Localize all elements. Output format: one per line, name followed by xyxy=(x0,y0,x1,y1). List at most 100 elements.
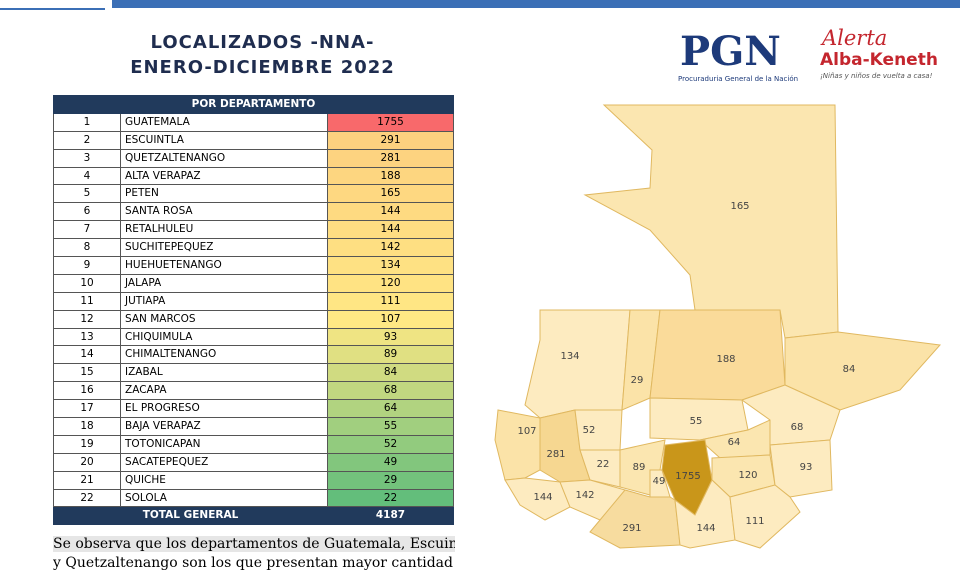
value-cell: 29 xyxy=(327,470,454,490)
rank-cell: 8 xyxy=(53,238,121,258)
department-cell: ALTA VERAPAZ xyxy=(120,166,328,186)
table-row: 6 SANTA ROSA 144 xyxy=(53,202,454,222)
total-label: TOTAL GENERAL xyxy=(53,506,328,526)
department-cell: GUATEMALA xyxy=(120,112,328,132)
table-header: POR DEPARTAMENTO xyxy=(53,95,454,114)
map-label: 281 xyxy=(546,449,565,460)
total-row: TOTAL GENERAL 4187 xyxy=(53,506,454,526)
map-label: 93 xyxy=(800,462,813,473)
value-cell: 144 xyxy=(327,220,454,240)
rank-cell: 9 xyxy=(53,256,121,275)
table-row: 10 JALAPA 120 xyxy=(53,273,454,293)
alerta-logo: Alerta xyxy=(822,26,888,50)
department-cell: IZABAL xyxy=(120,363,328,383)
table-row: 1 GUATEMALA 1755 xyxy=(53,112,454,132)
department-cell: SANTA ROSA xyxy=(120,202,328,222)
department-cell: SACATEPEQUEZ xyxy=(120,452,328,472)
table-row: 16 ZACAPA 68 xyxy=(53,381,454,401)
rank-cell: 5 xyxy=(53,184,121,204)
rank-cell: 14 xyxy=(53,345,121,365)
value-cell: 89 xyxy=(327,345,454,365)
map-label: 52 xyxy=(583,425,596,436)
table-row: 20 SACATEPEQUEZ 49 xyxy=(53,452,454,472)
table-row: 9 HUEHUETENANGO 134 xyxy=(53,256,454,275)
department-cell: ESCUINTLA xyxy=(120,130,328,150)
table-row: 14 CHIMALTENANGO 89 xyxy=(53,345,454,365)
rank-cell: 1 xyxy=(53,112,121,132)
rank-cell: 21 xyxy=(53,470,121,490)
rank-cell: 4 xyxy=(53,166,121,186)
map-label: 144 xyxy=(533,492,552,503)
value-cell: 22 xyxy=(327,488,454,508)
table-row: 22 SOLOLA 22 xyxy=(53,488,454,508)
map-label: 84 xyxy=(843,364,856,375)
table-row: 18 BAJA VERAPAZ 55 xyxy=(53,417,454,436)
map-label: 142 xyxy=(575,490,594,501)
table-heading: POR DEPARTAMENTO xyxy=(53,95,454,114)
value-cell: 134 xyxy=(327,256,454,275)
rank-cell: 6 xyxy=(53,202,121,222)
value-cell: 165 xyxy=(327,184,454,204)
total-value: 4187 xyxy=(327,506,454,526)
department-cell: ZACAPA xyxy=(120,381,328,401)
map-label: 134 xyxy=(560,351,579,362)
table-row: 15 IZABAL 84 xyxy=(53,363,454,383)
department-cell: BAJA VERAPAZ xyxy=(120,417,328,436)
rank-cell: 19 xyxy=(53,434,121,454)
value-cell: 281 xyxy=(327,148,454,168)
department-cell: PETEN xyxy=(120,184,328,204)
department-cell: JALAPA xyxy=(120,273,328,293)
rank-cell: 3 xyxy=(53,148,121,168)
table-row: 8 SUCHITEPEQUEZ 142 xyxy=(53,238,454,258)
footer-text: y Quetzaltenango son los que presentan m… xyxy=(53,555,455,571)
department-cell: HUEHUETENANGO xyxy=(120,256,328,275)
map-label: 68 xyxy=(791,422,804,433)
value-cell: 188 xyxy=(327,166,454,186)
value-cell: 107 xyxy=(327,309,454,329)
rank-cell: 10 xyxy=(53,273,121,293)
value-cell: 49 xyxy=(327,452,454,472)
map-label: 89 xyxy=(633,462,646,473)
department-cell: QUICHE xyxy=(120,470,328,490)
rank-cell: 7 xyxy=(53,220,121,240)
department-cell: TOTONICAPAN xyxy=(120,434,328,454)
department-cell: QUETZALTENANGO xyxy=(120,148,328,168)
table-row: 4 ALTA VERAPAZ 188 xyxy=(53,166,454,186)
title: ENERO-DICIEMBRE 2022 xyxy=(130,57,395,78)
map-label: 107 xyxy=(517,426,536,437)
map-label: 165 xyxy=(730,201,749,212)
department-cell: RETALHULEU xyxy=(120,220,328,240)
table-row: 13 CHIQUIMULA 93 xyxy=(53,327,454,347)
value-cell: 142 xyxy=(327,238,454,258)
map-label: 111 xyxy=(745,516,764,527)
rank-cell: 2 xyxy=(53,130,121,150)
map-label: 55 xyxy=(690,416,703,427)
map-label: 22 xyxy=(597,459,610,470)
department-cell: CHIQUIMULA xyxy=(120,327,328,347)
rank-cell: 16 xyxy=(53,381,121,401)
top-bar xyxy=(112,0,960,8)
title: LOCALIZADOS -NNA- xyxy=(150,32,375,53)
pgn-subtitle: Procuraduria General de la Nación xyxy=(678,75,799,83)
table-row: 11 JUTIAPA 111 xyxy=(53,291,454,311)
map-label: 49 xyxy=(653,476,666,487)
corner-logo xyxy=(0,0,105,10)
value-cell: 291 xyxy=(327,130,454,150)
department-cell: EL PROGRESO xyxy=(120,399,328,419)
value-cell: 1755 xyxy=(327,112,454,132)
rank-cell: 12 xyxy=(53,309,121,329)
map-label: 64 xyxy=(728,437,741,448)
alba-subtitle: ¡Niñas y niños de vuelta a casa! xyxy=(820,72,933,80)
value-cell: 64 xyxy=(327,399,454,419)
department-cell: SAN MARCOS xyxy=(120,309,328,329)
map-label: 144 xyxy=(696,523,715,534)
value-cell: 84 xyxy=(327,363,454,383)
map-label: 291 xyxy=(622,523,641,534)
pgn-logo: PGN xyxy=(680,28,781,75)
alba-logo: Alba-Keneth xyxy=(820,50,938,70)
rank-cell: 13 xyxy=(53,327,121,347)
rank-cell: 18 xyxy=(53,417,121,436)
table-row: 17 EL PROGRESO 64 xyxy=(53,399,454,419)
value-cell: 68 xyxy=(327,381,454,401)
